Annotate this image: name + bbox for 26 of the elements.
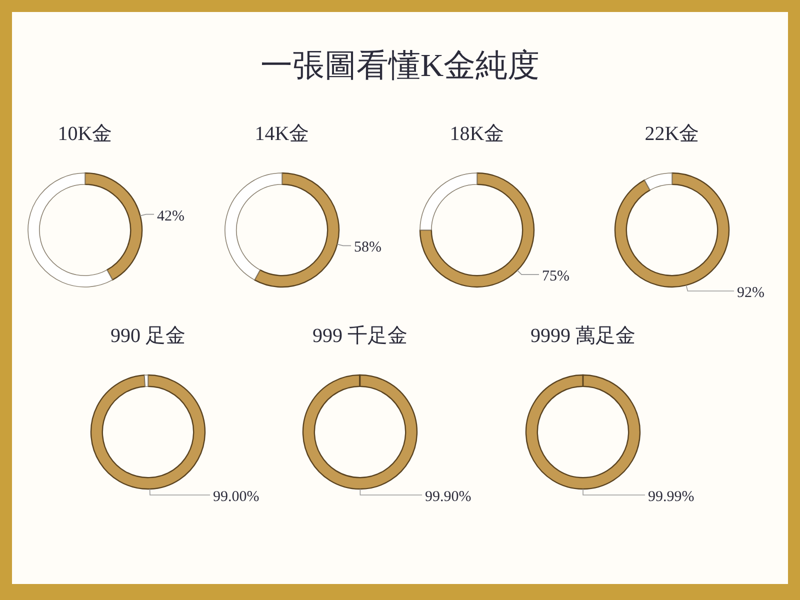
donut-slice	[420, 172, 478, 230]
chart-title: 990 足金	[110, 325, 186, 347]
data-label: 99.90%	[425, 489, 472, 505]
donut-slice	[28, 172, 113, 288]
data-label: 58%	[354, 240, 382, 256]
data-label: 92%	[737, 285, 764, 302]
donut-slice	[419, 172, 535, 288]
donut-slice	[84, 172, 142, 281]
donut-slice	[644, 172, 672, 190]
donut-slice	[614, 172, 730, 288]
data-label: 75%	[542, 268, 570, 285]
chart-title: 999 千足金	[312, 325, 408, 347]
chart-title: 9999 萬足金	[530, 325, 636, 347]
data-label: 99.99%	[648, 489, 694, 505]
donut-slice	[254, 172, 340, 288]
data-label: 99.00%	[213, 488, 260, 505]
chart-title: 22K金	[644, 123, 700, 145]
donut-slice	[90, 374, 206, 490]
donut-slice	[224, 172, 282, 280]
donut-slice	[144, 374, 148, 387]
donut-slice	[302, 374, 418, 490]
chart-title: 18K金	[450, 123, 504, 145]
text: 一張圖看懂K金純度	[260, 47, 540, 83]
data-label: 42%	[157, 208, 185, 224]
chart-title: 14K金	[254, 123, 310, 145]
chart-title: 10K金	[58, 123, 112, 145]
